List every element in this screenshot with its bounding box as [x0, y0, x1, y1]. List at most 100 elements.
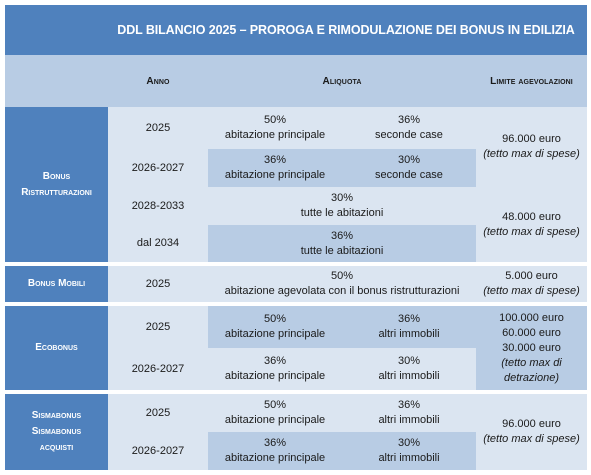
aliquota-cell: 36% abitazione principale — [208, 149, 342, 187]
aliquota-description: seconde case — [375, 169, 443, 181]
percent-value: 36% — [263, 154, 287, 166]
anno-value: 2026-2027 — [131, 161, 185, 174]
percent-value: 36% — [397, 313, 421, 325]
limite-cell: 5.000 euro (tetto max di spese) — [476, 266, 587, 302]
anno-value: 2025 — [145, 406, 171, 419]
label-sismabonus-2: Sismabonus — [31, 426, 82, 437]
aliquota-description: altri immobili — [378, 328, 440, 340]
label-acquisti: acquisti — [39, 442, 74, 453]
section-label-bonus-mobili: Bonus Mobili — [5, 266, 108, 302]
percent-value: 50% — [263, 114, 287, 126]
header-aliquota: Aliquota — [208, 55, 476, 107]
aliquota-description: abitazione agevolata con il bonus ristru… — [224, 285, 460, 297]
section-label-sismabonus: Sismabonus Sismabonus acquisti — [5, 394, 108, 470]
limite-note: (tetto max di spese) — [483, 285, 580, 297]
limite-amount: 5.000 euro — [505, 270, 558, 282]
percent-value: 36% — [263, 355, 287, 367]
anno-value: 2026-2027 — [131, 362, 185, 375]
limite-note: detrazione) — [503, 371, 560, 384]
section-label-ecobonus: Ecobonus — [5, 306, 108, 390]
limite-cell: 96.000 euro (tetto max di spese) — [476, 107, 587, 187]
anno-value: 2025 — [145, 320, 171, 333]
aliquota-cell: 30% tutte le abitazioni — [208, 187, 476, 225]
percent-value: 50% — [263, 313, 287, 325]
aliquota-cell: 36% altri immobili — [342, 306, 476, 348]
aliquota-cell: 36% abitazione principale — [208, 348, 342, 390]
anno-value: 2028-2033 — [131, 199, 185, 212]
header-limite: Limite agevolazioni — [476, 55, 587, 107]
percent-value: 36% — [397, 114, 421, 126]
header-anno: Anno — [108, 55, 208, 107]
limite-amount: 100.000 euro — [499, 311, 564, 324]
table-row-anno: 2025 — [108, 107, 208, 149]
aliquota-description: altri immobili — [378, 414, 440, 426]
percent-value: 30% — [330, 192, 354, 204]
section-label-bonus-ristrutturazioni: Bonus Ristrutturazioni — [5, 107, 108, 262]
aliquota-description: tutte le abitazioni — [300, 207, 384, 219]
table-row-anno: 2025 — [108, 306, 208, 348]
header-anno-label: Anno — [146, 75, 170, 87]
table-row-anno: 2028-2033 — [108, 187, 208, 225]
label-bonus: Bonus — [42, 170, 71, 182]
aliquota-cell: 36% tutte le abitazioni — [208, 225, 476, 262]
header-corner — [5, 55, 108, 107]
percent-value: 50% — [263, 399, 287, 411]
table-row-anno: 2026-2027 — [108, 432, 208, 470]
limite-cell: 48.000 euro (tetto max di spese) — [476, 187, 587, 262]
percent-value: 30% — [397, 355, 421, 367]
limite-cell: 100.000 euro 60.000 euro 30.000 euro (te… — [476, 306, 587, 390]
percent-value: 50% — [330, 270, 354, 282]
limite-note: (tetto max di — [501, 356, 562, 369]
percent-value: 30% — [397, 437, 421, 449]
limite-amount: 48.000 euro — [502, 210, 561, 223]
anno-value: 2025 — [145, 121, 171, 134]
limite-cell: 96.000 euro (tetto max di spese) — [476, 394, 587, 470]
limite-note: (tetto max di spese) — [483, 225, 580, 238]
limite-note: (tetto max di spese) — [483, 433, 580, 445]
aliquota-description: abitazione principale — [224, 328, 326, 340]
anno-value: dal 2034 — [136, 237, 180, 249]
percent-value: 30% — [397, 154, 421, 166]
title-bar: DDL BILANCIO 2025 – PROROGA E RIMODULAZI… — [5, 5, 587, 55]
aliquota-cell: 50% abitazione principale — [208, 394, 342, 432]
anno-value: 2025 — [145, 277, 171, 290]
aliquota-cell: 50% abitazione agevolata con il bonus ri… — [208, 266, 476, 302]
limite-amount: 30.000 euro — [502, 341, 561, 354]
aliquota-description: altri immobili — [378, 370, 440, 382]
header-limite-label: Limite agevolazioni — [490, 75, 573, 87]
aliquota-description: altri immobili — [378, 452, 440, 464]
label-bonus-mobili: Bonus Mobili — [27, 278, 86, 289]
aliquota-cell: 36% abitazione principale — [208, 432, 342, 470]
aliquota-description: seconde case — [375, 129, 443, 141]
table-row-anno: 2025 — [108, 266, 208, 302]
percent-value: 36% — [263, 437, 287, 449]
table-row-anno: 2026-2027 — [108, 348, 208, 390]
table-row-anno: 2026-2027 — [108, 149, 208, 187]
aliquota-cell: 30% altri immobili — [342, 348, 476, 390]
aliquota-description: tutte le abitazioni — [300, 244, 384, 257]
table-row-anno: dal 2034 — [108, 225, 208, 262]
aliquota-cell: 30% altri immobili — [342, 432, 476, 470]
limite-note: (tetto max di spese) — [483, 148, 580, 160]
label-sismabonus: Sismabonus — [31, 410, 82, 421]
percent-value: 36% — [397, 399, 421, 411]
anno-value: 2026-2027 — [131, 444, 185, 457]
aliquota-cell: 50% abitazione principale — [208, 306, 342, 348]
aliquota-cell: 50% abitazione principale — [208, 107, 342, 149]
label-ristrutturazioni: Ristrutturazioni — [21, 186, 92, 198]
aliquota-description: abitazione principale — [224, 169, 326, 181]
limite-amount: 96.000 euro — [502, 418, 561, 430]
percent-value: 36% — [330, 229, 354, 242]
limite-amount: 96.000 euro — [502, 133, 561, 145]
aliquota-cell: 30% seconde case — [342, 149, 476, 187]
aliquota-description: abitazione principale — [224, 452, 326, 464]
page-title: DDL BILANCIO 2025 – PROROGA E RIMODULAZI… — [117, 23, 575, 37]
table-row-anno: 2025 — [108, 394, 208, 432]
aliquota-cell: 36% seconde case — [342, 107, 476, 149]
aliquota-description: abitazione principale — [224, 129, 326, 141]
aliquota-description: abitazione principale — [224, 370, 326, 382]
limite-amount: 60.000 euro — [502, 326, 561, 339]
label-ecobonus: Ecobonus — [35, 342, 78, 353]
aliquota-cell: 36% altri immobili — [342, 394, 476, 432]
header-aliquota-label: Aliquota — [322, 75, 362, 87]
